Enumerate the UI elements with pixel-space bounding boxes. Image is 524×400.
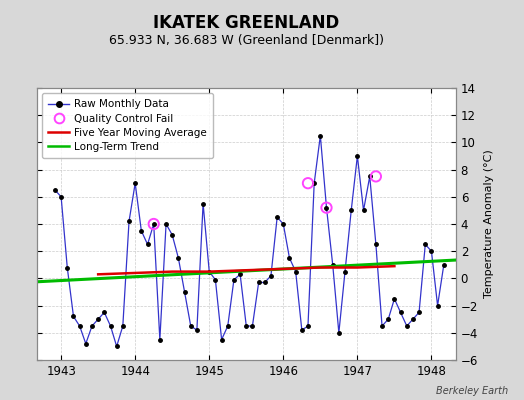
Text: Berkeley Earth: Berkeley Earth (436, 386, 508, 396)
Point (322, 204, 331, 211)
Y-axis label: Temperature Anomaly (°C): Temperature Anomaly (°C) (484, 150, 494, 298)
Legend: Raw Monthly Data, Quality Control Fail, Five Year Moving Average, Long-Term Tren: Raw Monthly Data, Quality Control Fail, … (42, 93, 213, 158)
Point (304, 180, 312, 186)
Point (372, 173, 380, 180)
Point (149, 221, 158, 227)
Text: 65.933 N, 36.683 W (Greenland [Denmark]): 65.933 N, 36.683 W (Greenland [Denmark]) (109, 34, 384, 47)
Text: IKATEK GREENLAND: IKATEK GREENLAND (153, 14, 340, 32)
